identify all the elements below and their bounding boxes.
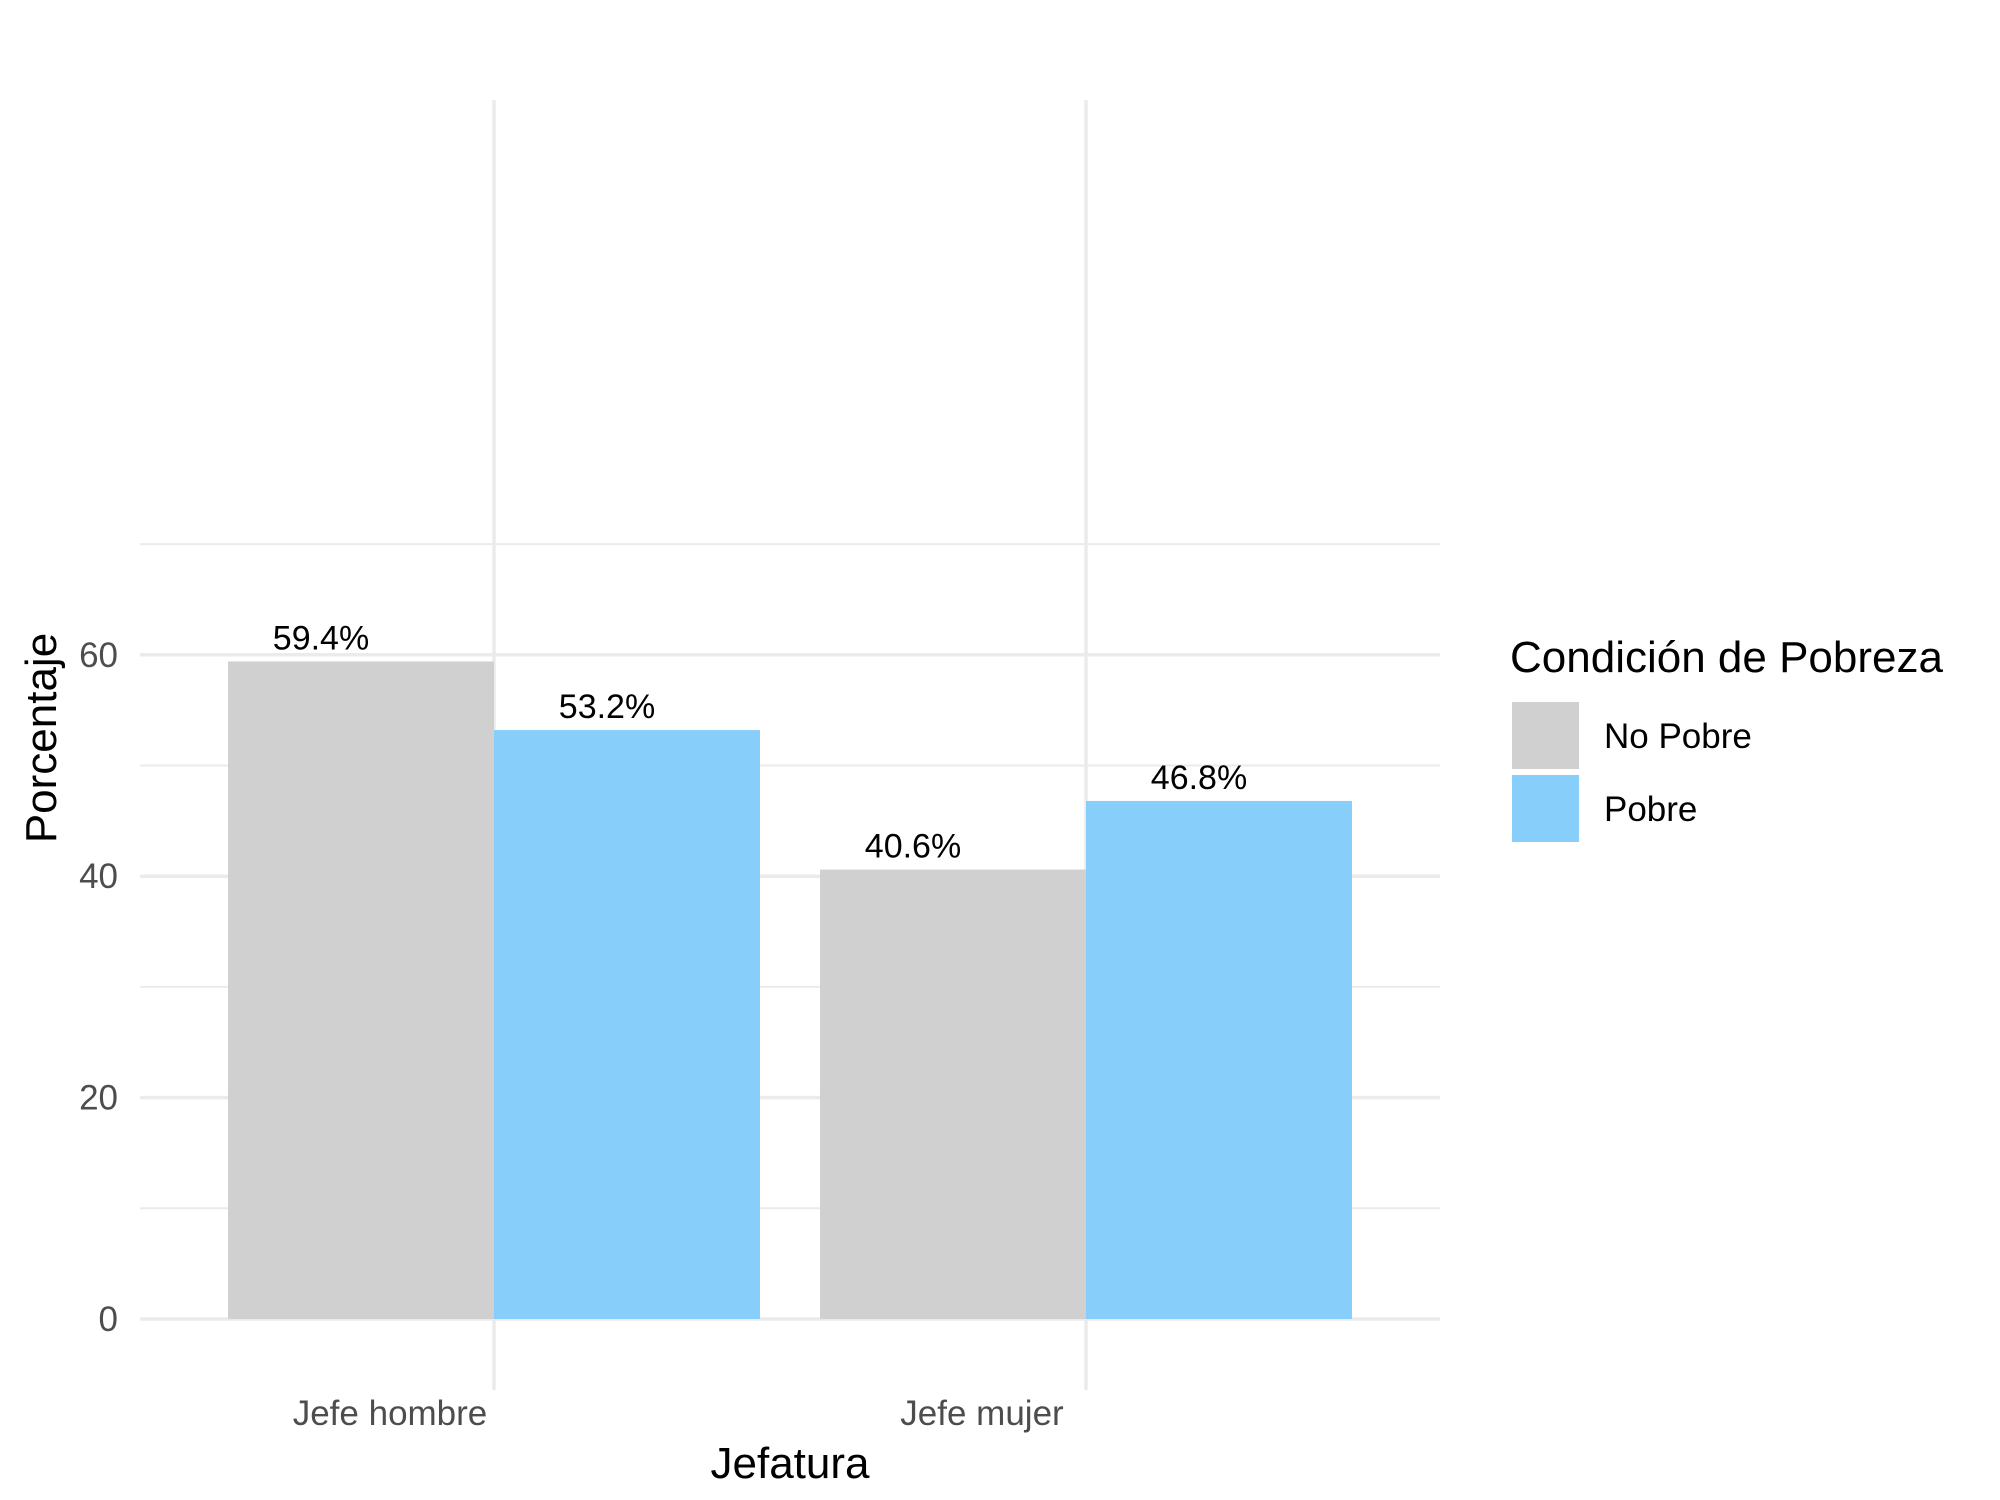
data-label: 59.4%: [273, 619, 369, 657]
data-label: 53.2%: [559, 688, 655, 726]
bar-no-pobre: [820, 869, 1086, 1319]
x-tick-label: Jefe hombre: [293, 1394, 488, 1433]
y-tick-label: 40: [79, 857, 118, 896]
legend-swatch: [1512, 702, 1579, 769]
data-label: 40.6%: [865, 828, 961, 866]
x-axis-ticks: Jefe hombre Jefe mujer: [293, 1394, 1064, 1433]
legend-title: Condición de Pobreza: [1510, 633, 1943, 682]
bar-no-pobre: [228, 661, 494, 1319]
legend: Condición de Pobreza No Pobre Pobre: [1510, 633, 1943, 842]
data-labels: 59.4% 40.6% 53.2% 46.8%: [273, 619, 1247, 865]
bar-pobre: [494, 730, 760, 1319]
bars: [228, 661, 1352, 1319]
bar-pobre: [1086, 800, 1352, 1319]
data-label: 46.8%: [1151, 759, 1247, 797]
y-axis-title: Porcentaje: [17, 633, 66, 843]
y-tick-label: 0: [99, 1300, 118, 1339]
legend-label: Pobre: [1604, 790, 1697, 829]
legend-swatch: [1512, 775, 1579, 842]
y-axis-ticks: 0 20 40 60: [79, 636, 118, 1339]
x-axis-title: Jefatura: [711, 1439, 871, 1488]
y-tick-label: 60: [79, 636, 118, 675]
legend-label: No Pobre: [1604, 717, 1752, 756]
x-tick-label: Jefe mujer: [900, 1394, 1064, 1433]
y-tick-label: 20: [79, 1079, 118, 1118]
legend-items: No Pobre Pobre: [1512, 702, 1752, 842]
